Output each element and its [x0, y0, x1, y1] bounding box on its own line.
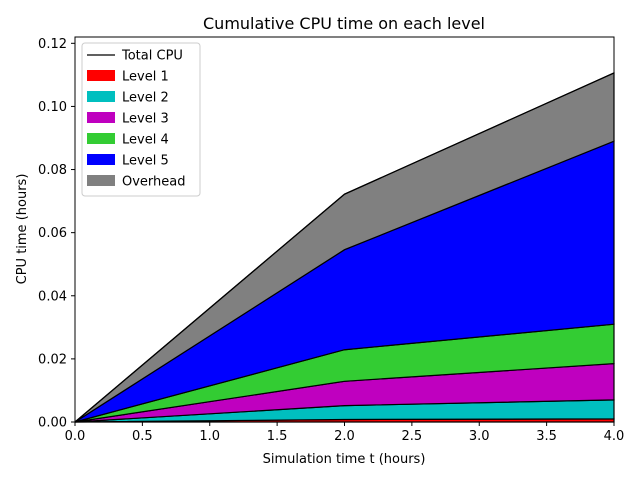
y-tick-label: 0.08: [38, 163, 67, 178]
legend-swatch-level-1: [87, 70, 115, 81]
x-tick-label: 3.5: [536, 429, 557, 444]
legend-label-level-1: Level 1: [122, 70, 169, 85]
total-cpu-line: [74, 72, 615, 423]
x-tick-label: 0.0: [65, 429, 86, 444]
y-tick-label: 0.12: [38, 37, 67, 52]
y-tick-label: 0.00: [38, 416, 67, 431]
legend-swatch-level-2: [87, 91, 115, 102]
plot-frame: [74, 36, 615, 423]
y-tick-label: 0.04: [38, 289, 67, 304]
x-tick-label: 0.5: [132, 429, 153, 444]
y-tick-label: 0.06: [38, 226, 67, 241]
x-axis-label: Simulation time t (hours): [263, 452, 426, 467]
y-axis-label: CPU time (hours): [15, 174, 30, 285]
y-tick-label: 0.10: [38, 100, 67, 115]
x-tick-label: 4.0: [604, 429, 625, 444]
legend-swatch-level-3: [87, 112, 115, 123]
stacked-areas: [74, 72, 615, 423]
total-cpu-line-group: [74, 72, 615, 423]
legend-label-level-3: Level 3: [122, 112, 169, 127]
legend-swatch-overhead: [87, 175, 115, 186]
x-tick-label: 2.0: [334, 429, 355, 444]
x-tick-label: 2.5: [402, 429, 423, 444]
legend-swatch-level-4: [87, 133, 115, 144]
x-tick-label: 1.0: [199, 429, 220, 444]
legend-label-level-5: Level 5: [122, 154, 169, 169]
x-axis-ticks: 0.0 0.5 1.0 1.5 2.0 2.5 3.0 3.5 4.0: [65, 422, 625, 444]
legend-label-level-2: Level 2: [122, 91, 169, 106]
legend: Total CPU Level 1 Level 2 Level 3 Level 4 Lev…: [81, 42, 201, 197]
chart-title: Cumulative CPU time on each level: [203, 14, 485, 33]
y-tick-label: 0.02: [38, 352, 67, 367]
legend-label-overhead: Overhead: [122, 175, 186, 190]
legend-label-level-4: Level 4: [122, 133, 169, 148]
x-tick-label: 3.0: [469, 429, 490, 444]
x-tick-label: 1.5: [267, 429, 288, 444]
legend-swatch-level-5: [87, 154, 115, 165]
legend-label-total-cpu: Total CPU: [121, 49, 183, 64]
y-axis-ticks: 0.00 0.02 0.04 0.06 0.08 0.10 0.12: [38, 37, 75, 431]
